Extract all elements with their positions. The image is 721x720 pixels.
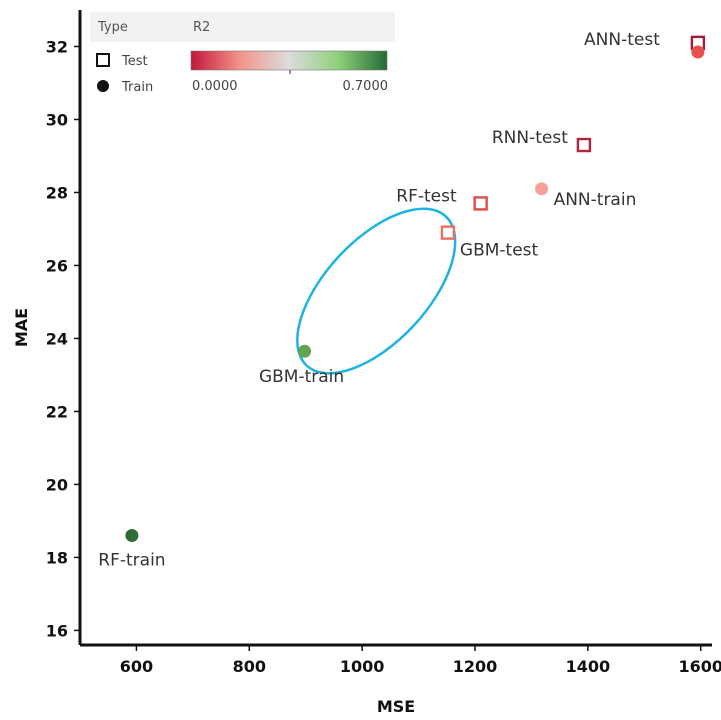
point-ann-train (535, 182, 549, 196)
x-tick-label: 1000 (340, 657, 385, 676)
point-rnn-test (576, 137, 592, 153)
y-tick-label: 18 (46, 548, 68, 567)
y-tick-label: 20 (46, 475, 68, 494)
legend-circle-icon (97, 80, 109, 92)
x-tick-label: 800 (233, 657, 266, 676)
label-gbm-train: GBM-train (259, 367, 344, 387)
y-tick-label: 28 (46, 183, 68, 202)
legend-color-header: R2 (193, 20, 210, 35)
label-rnn-test: RNN-test (492, 128, 568, 148)
legend-item-test: Test (121, 54, 148, 69)
x-tick-label: 600 (120, 657, 153, 676)
label-ann-train: ANN-train (554, 190, 637, 210)
data-points (125, 35, 706, 543)
legend-square-icon (96, 53, 110, 67)
x-tick-label: 1200 (453, 657, 498, 676)
x-axis-title: MSE (377, 697, 415, 716)
legend-header-bg (90, 12, 395, 42)
y-tick-label: 30 (46, 110, 68, 129)
point-gbm-test (440, 225, 456, 240)
point-rf-test (473, 196, 488, 211)
y-tick-label: 24 (46, 329, 68, 348)
label-rf-train: RF-train (98, 551, 165, 571)
point-unlabeled-point (691, 45, 705, 59)
y-tick-label: 26 (46, 256, 68, 275)
annotation-layer (296, 207, 457, 375)
y-tick-label: 32 (46, 37, 68, 56)
x-tick-label: 1400 (566, 657, 611, 676)
point-rf-train (125, 529, 139, 543)
legend-type-header: Type (97, 20, 128, 35)
legend-color-bar (190, 50, 388, 71)
x-tick-label: 1600 (678, 657, 721, 676)
label-rf-test: RF-test (396, 186, 457, 206)
label-gbm-test: GBM-test (460, 241, 539, 261)
legend-item-train: Train (121, 80, 153, 95)
point-gbm-train (298, 344, 312, 358)
axes: 600 800 1000 1200 1400 1600 16 18 20 22 24 26 28 30 32… (12, 10, 721, 716)
point-labels: ANN-test RNN-test ANN-train RF-test GBM-test… (98, 30, 660, 571)
y-tick-label: 16 (46, 621, 68, 640)
legend-min-label: 0.0000 (192, 79, 238, 94)
legend: Type R2 Test Train 0.0000 0.7000 (90, 12, 395, 95)
highlight-ellipse (296, 207, 457, 375)
y-tick-label: 22 (46, 402, 68, 421)
label-ann-test: ANN-test (584, 30, 660, 50)
legend-max-label: 0.7000 (343, 79, 389, 94)
y-axis-title: MAE (12, 308, 31, 347)
